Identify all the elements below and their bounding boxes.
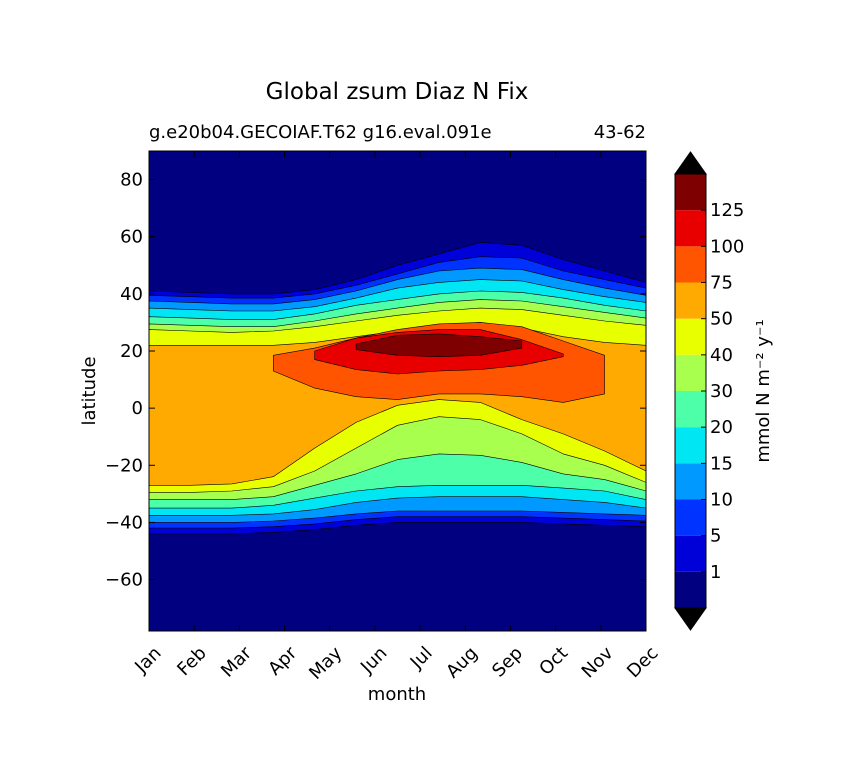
colorbar-tick-label: 75 xyxy=(710,273,733,294)
y-axis-label: latitude xyxy=(79,356,100,425)
colorbar-tick-label: 100 xyxy=(710,236,744,257)
x-tick-label: Jun xyxy=(356,643,391,678)
colorbar-over-arrow xyxy=(674,151,707,175)
plot-frame xyxy=(148,150,647,632)
colorbar-band xyxy=(675,354,706,391)
x-tick-label: Aug xyxy=(442,643,482,683)
chart-title: Global zsum Diaz N Fix xyxy=(266,79,529,105)
x-tick-label: Jan xyxy=(130,643,165,678)
plot-area: 80 60 40 20 0 −20 −40 −60 Jan Feb Mar Apr May Jun Jul… xyxy=(105,150,663,684)
colorbar-band xyxy=(675,427,706,464)
colorbar-tick-label: 20 xyxy=(710,417,733,438)
x-tick-label: May xyxy=(305,642,346,683)
colorbar-label: mmol N m⁻² y⁻¹ xyxy=(753,319,774,462)
x-tick-label: Jul xyxy=(406,643,437,674)
colorbar-tick-label: 15 xyxy=(710,453,733,474)
x-tick-label: Nov xyxy=(578,642,618,682)
colorbar-band xyxy=(675,210,706,247)
colorbar-band xyxy=(675,571,706,608)
colorbar-tick-label: 1 xyxy=(710,562,721,583)
y-tick-label: 60 xyxy=(120,227,143,248)
x-tick-label: Mar xyxy=(217,642,256,681)
y-tick-label: 40 xyxy=(120,284,143,305)
y-tick-label: 20 xyxy=(120,341,143,362)
x-tick-label: Dec xyxy=(623,643,662,682)
y-axis-ticks: 80 60 40 20 0 −20 −40 −60 xyxy=(105,170,646,591)
colorbar-tick-label: 30 xyxy=(710,381,733,402)
y-tick-label: −60 xyxy=(105,570,143,591)
colorbar-band xyxy=(675,246,706,283)
colorbar-tick-label: 125 xyxy=(710,200,744,221)
colorbar-band xyxy=(675,499,706,536)
x-tick-label: Oct xyxy=(535,643,572,680)
y-tick-label: −40 xyxy=(105,512,143,533)
contour-band-125 xyxy=(355,333,523,358)
colorbar-under-arrow xyxy=(674,607,707,631)
colorbar-tick-label: 50 xyxy=(710,309,733,330)
colorbar-band xyxy=(675,463,706,500)
colorbar-band xyxy=(675,391,706,428)
chart-subtitle-right: 43-62 xyxy=(594,122,646,143)
chart-subtitle-left: g.e20b04.GECOIAF.T62 g16.eval.091e xyxy=(149,122,492,143)
colorbar-band xyxy=(675,282,706,319)
y-tick-label: −20 xyxy=(105,455,143,476)
y-tick-label: 0 xyxy=(132,398,143,419)
colorbar-band xyxy=(675,535,706,572)
colorbar-bands xyxy=(674,151,707,631)
contour-layer xyxy=(149,242,646,535)
x-tick-label: Apr xyxy=(264,642,301,679)
y-tick-label: 80 xyxy=(120,170,143,191)
colorbar-tick-label: 10 xyxy=(710,490,733,511)
x-tick-label: Feb xyxy=(173,643,210,680)
colorbar-tick-label: 40 xyxy=(710,345,733,366)
colorbar-band xyxy=(675,174,706,211)
colorbar-tick-label: 5 xyxy=(710,526,721,547)
colorbar-band xyxy=(675,318,706,355)
x-axis-label: month xyxy=(368,684,426,705)
x-tick-label: Sep xyxy=(488,643,527,682)
